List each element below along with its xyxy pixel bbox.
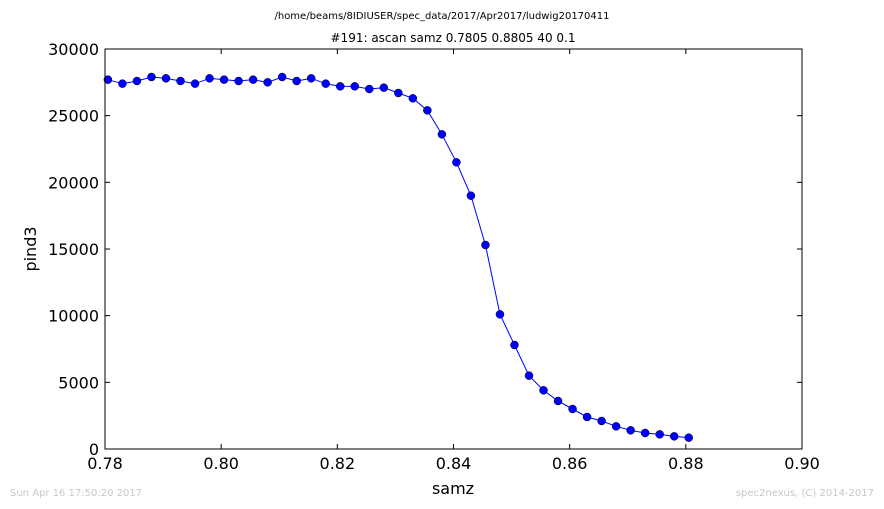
data-point (161, 74, 171, 83)
data-point (219, 75, 229, 84)
data-point (539, 386, 548, 395)
x-axis: 0.78 0.80 0.82 0.84 0.86 0.88 0.90 (87, 49, 820, 473)
data-point (684, 433, 693, 442)
data-point (132, 76, 142, 86)
data-point (655, 430, 664, 439)
y-tick-label: 10000 (48, 307, 99, 326)
data-point (350, 82, 360, 91)
data-point (481, 240, 490, 250)
footer-credit: spec2nexus, (C) 2014-2017 (735, 488, 874, 499)
y-tick-label: 15000 (48, 240, 99, 259)
data-point (234, 76, 243, 86)
data-point (640, 428, 650, 438)
x-tick-label: 0.78 (87, 454, 123, 473)
data-point (118, 79, 127, 88)
data-point (306, 74, 316, 83)
x-tick-label: 0.80 (203, 454, 239, 473)
data-point (553, 396, 563, 406)
y-tick-label: 30000 (48, 40, 99, 59)
y-tick-label: 0 (89, 440, 99, 459)
data-point (248, 75, 258, 84)
footer-timestamp: Sun Apr 16 17:50:20 2017 (10, 488, 143, 499)
data-point (611, 422, 621, 431)
y-axis: 0 5000 10000 15000 20000 25000 30000 (48, 40, 802, 459)
x-tick-label: 0.86 (552, 454, 588, 473)
data-point (626, 426, 635, 435)
plot-area (103, 72, 693, 442)
data-point (452, 158, 461, 167)
data-point (423, 106, 432, 115)
y-tick-label: 20000 (48, 173, 99, 192)
data-point (510, 340, 519, 350)
chart-title: #191: ascan samz 0.7805 0.8805 40 0.1 (331, 31, 576, 45)
x-axis-label: samz (432, 479, 474, 498)
x-tick-label: 0.82 (320, 454, 356, 473)
x-tick-label: 0.84 (436, 454, 472, 473)
data-point (321, 79, 330, 88)
data-point (365, 84, 374, 94)
data-point (176, 76, 185, 86)
data-point (263, 78, 272, 87)
y-tick-label: 5000 (58, 373, 99, 392)
data-point (103, 75, 113, 84)
figure-path-title: /home/beams/8IDIUSER/spec_data/2017/Apr2… (274, 11, 609, 22)
data-point (205, 74, 214, 83)
data-point (568, 404, 577, 414)
x-tick-label: 0.88 (668, 454, 704, 473)
data-point (466, 191, 476, 200)
data-point (495, 310, 505, 319)
data-point (277, 72, 287, 82)
data-point (597, 416, 606, 426)
series-line (107, 76, 689, 439)
data-point (292, 76, 301, 86)
data-point (379, 83, 389, 92)
x-tick-label: 0.90 (784, 454, 820, 473)
data-point (437, 130, 447, 139)
y-axis-label: pind3 (21, 226, 40, 271)
data-point (669, 432, 679, 441)
data-point (147, 72, 156, 82)
data-point (190, 79, 200, 88)
plot-frame (104, 48, 803, 450)
data-point (335, 82, 345, 91)
data-point (524, 371, 534, 380)
y-tick-label: 25000 (48, 107, 99, 126)
data-point (582, 412, 592, 422)
data-point (408, 94, 418, 103)
data-point (394, 88, 403, 98)
